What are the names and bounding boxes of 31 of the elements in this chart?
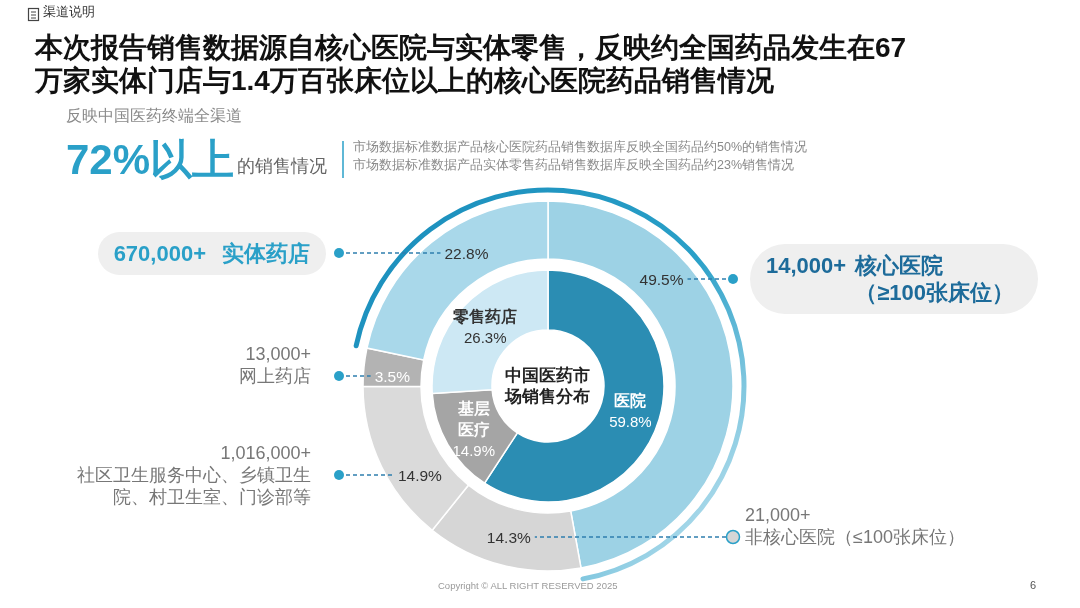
- text: Copyright © ALL RIGHT RESERVED 2025: [438, 580, 618, 592]
- data-label: 59.8%: [609, 411, 652, 432]
- text: 670,000+: [113, 239, 206, 267]
- text: 13,000+: [244, 343, 311, 365]
- data-label: 14.9%: [452, 440, 496, 461]
- slice-label: 基层医疗: [456, 398, 491, 440]
- data-label: 3.5%: [374, 366, 410, 386]
- text: 渠道说明: [43, 5, 95, 21]
- slice-label: 非核心医院（≤100张床位）: [745, 526, 965, 548]
- text: 反映中国医药终端全渠道: [66, 106, 242, 126]
- data-label: 22.8%: [444, 243, 489, 263]
- data-label: 49.5%: [639, 269, 684, 289]
- text: 中国医药市场销售分布: [503, 364, 592, 408]
- data-label: 26.3%: [462, 328, 508, 349]
- chart-title: 本次报告销售数据源自核心医院与实体零售，反映约全国药品发生在67万家实体门店与1.4万百张床位以上的核心医院药品销售情况: [35, 31, 908, 97]
- slice-label: 零售药店: [453, 307, 518, 328]
- data-label: 14.3%: [486, 527, 531, 547]
- slice-label: 核心医院（≥100张床位）: [855, 252, 1015, 306]
- text: 21,000+: [745, 504, 812, 526]
- slice-label: 医院: [613, 390, 648, 411]
- text: 6: [1030, 579, 1037, 593]
- text: 14,000+: [766, 252, 847, 279]
- text: 市场数据标准数据产品实体零售药品销售数据库反映全国药品约23%销售情况: [353, 158, 795, 174]
- text: 市场数据标准数据产品核心医院药品销售数据库反映全国药品约50%的销售情况: [353, 140, 808, 156]
- text: 的销售情况: [237, 155, 327, 178]
- text: 72%以上: [66, 136, 235, 183]
- slice-label: 网上药店: [239, 365, 311, 387]
- slice-label: 实体药店: [222, 239, 310, 267]
- slice-label: 社区卫生服务中心、乡镇卫生院、村卫生室、门诊部等: [76, 464, 311, 508]
- text: 1,016,000+: [219, 442, 311, 464]
- data-label: 14.9%: [397, 465, 442, 485]
